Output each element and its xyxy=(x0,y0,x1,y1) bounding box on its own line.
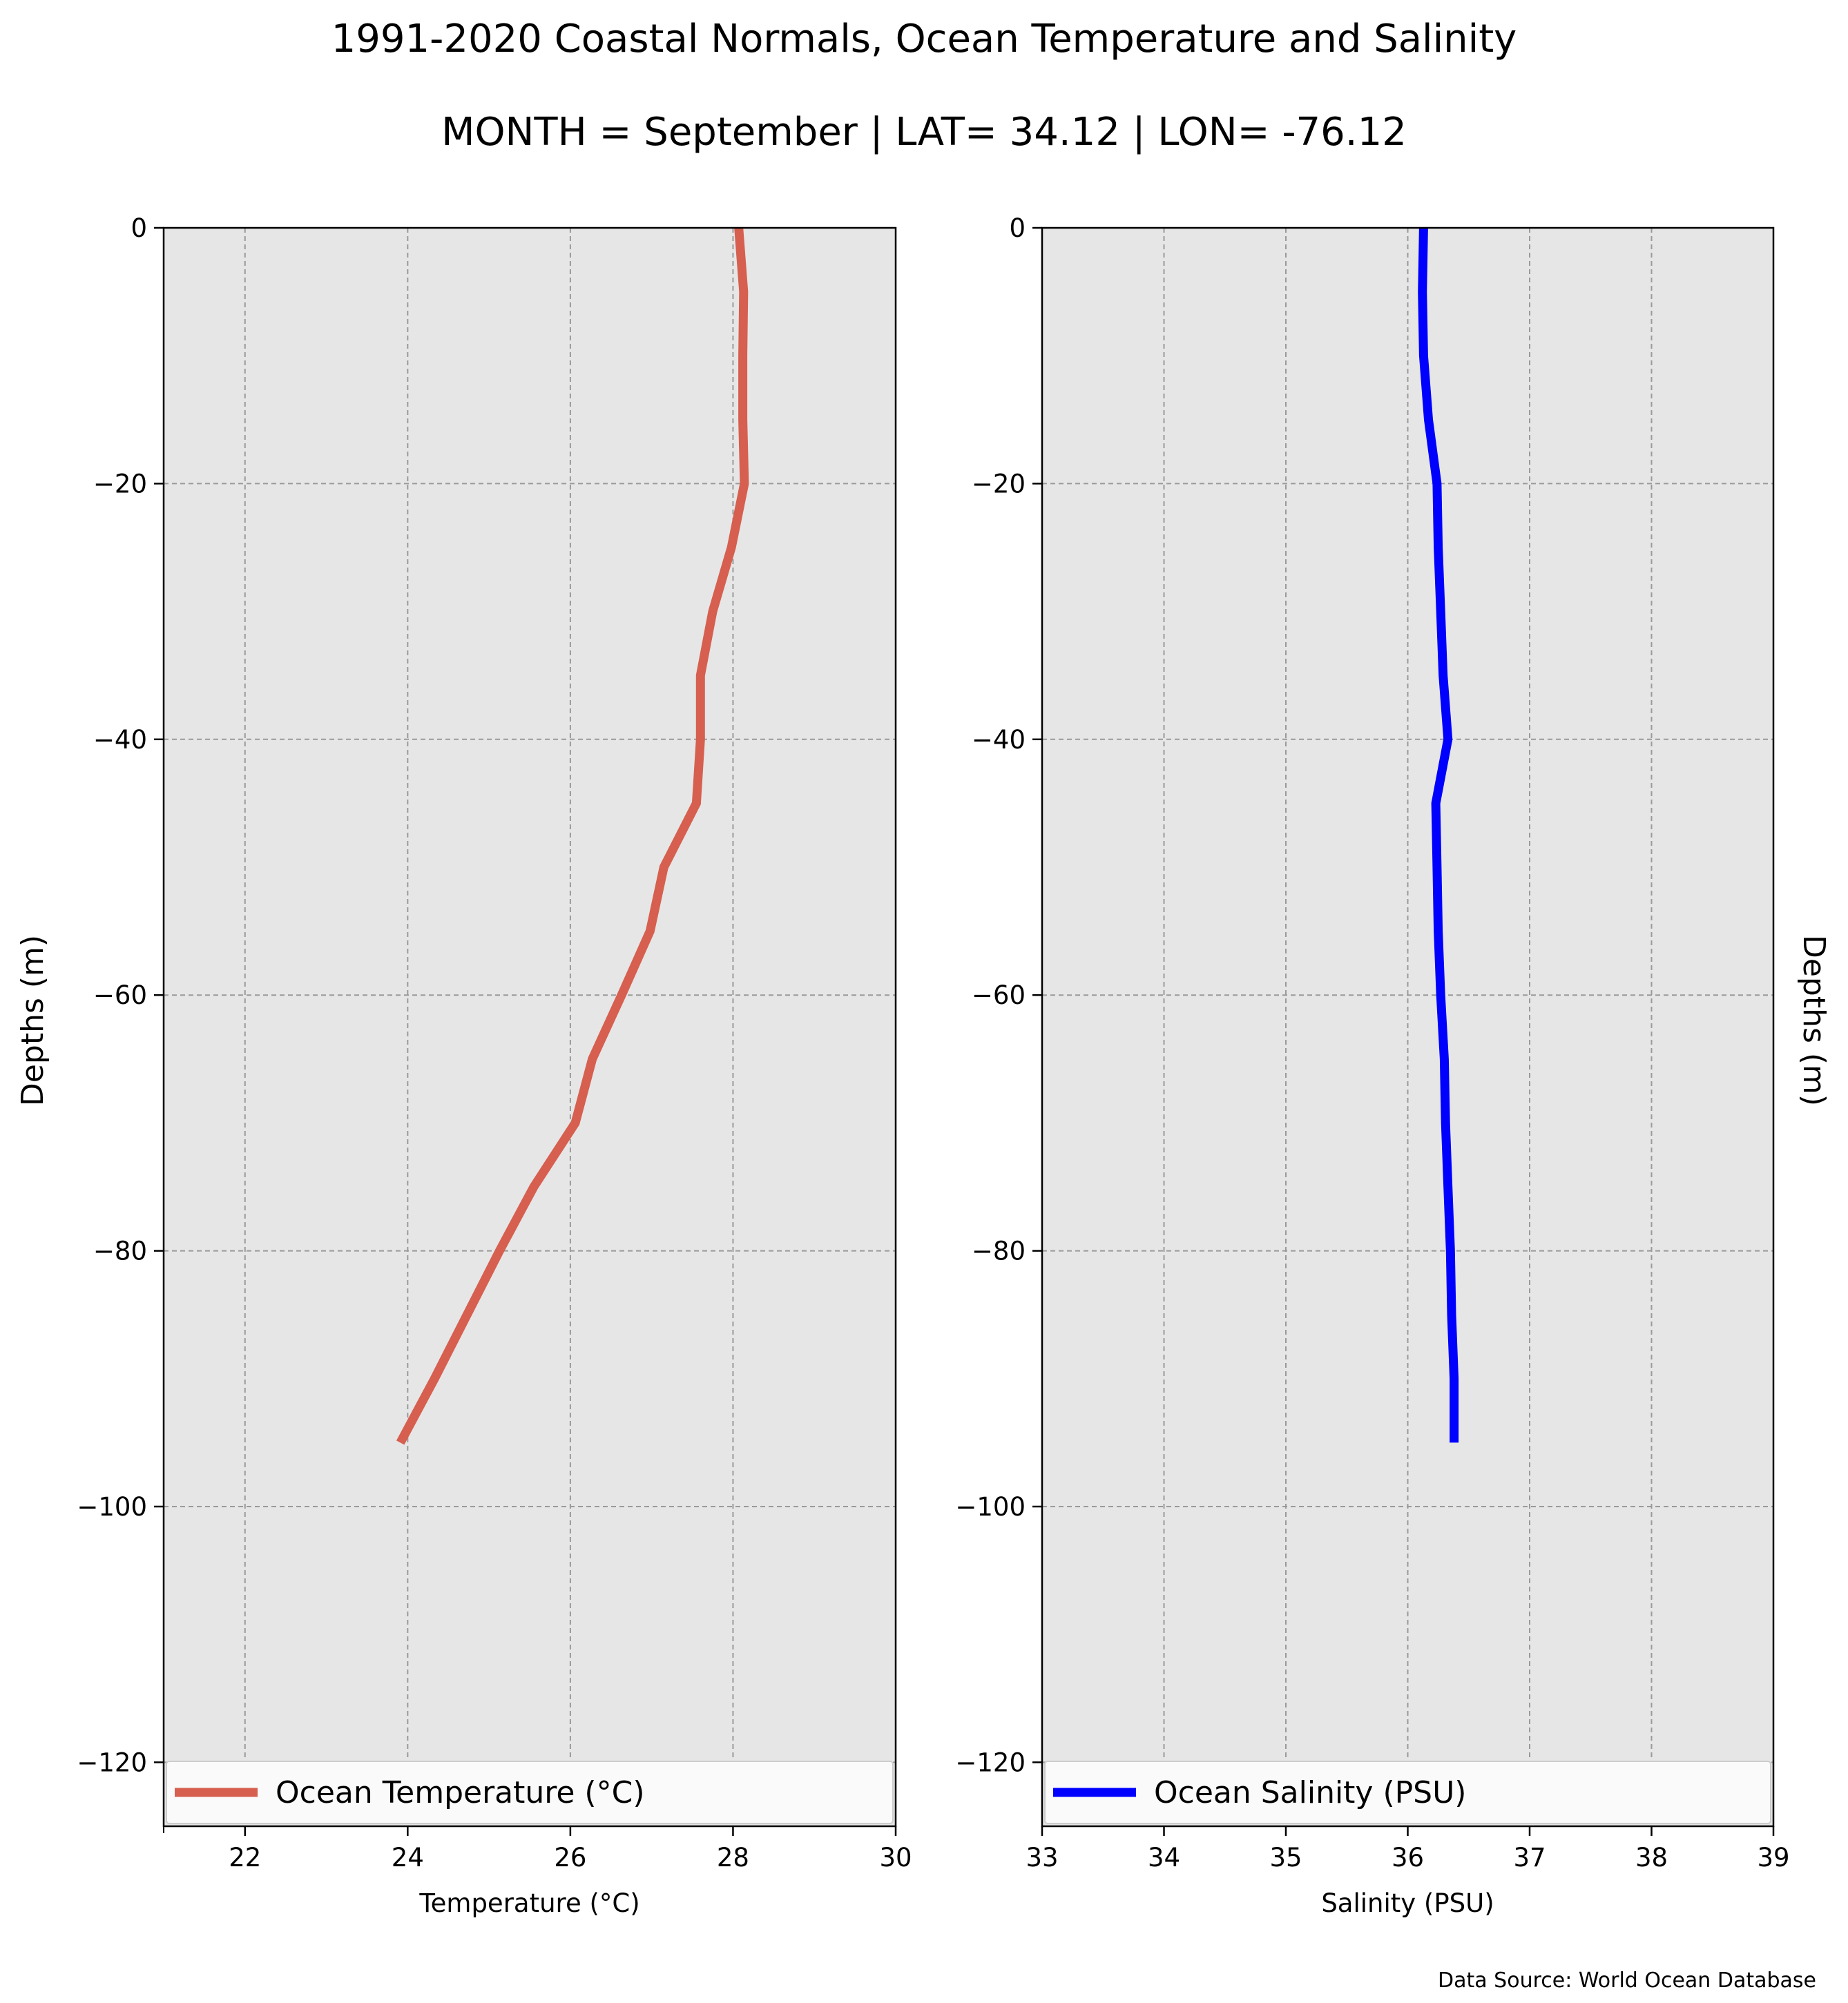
temperature-legend-box xyxy=(166,1761,894,1824)
salinity-profile-line xyxy=(1418,227,1459,1443)
salinity-y-tick-label: −100 xyxy=(955,1492,1026,1522)
data-source-note: Data Source: World Ocean Database xyxy=(1438,1968,1816,1993)
temperature-y-tick-label: −80 xyxy=(93,1237,147,1266)
temperature-y-ticks: 0 −20 −40 −60 −80 −100 −120 xyxy=(77,213,164,1777)
temperature-x-axis-label: Temperature (°C) xyxy=(418,1888,639,1918)
salinity-x-ticks: 33 34 35 36 37 38 39 xyxy=(1026,1826,1790,1873)
salinity-y-tick-label: −40 xyxy=(972,725,1026,755)
temperature-plot-background xyxy=(164,228,896,1826)
salinity-x-tick-label: 34 xyxy=(1148,1843,1180,1873)
temperature-x-ticks: 22 24 26 28 30 xyxy=(163,1826,912,1873)
salinity-x-tick-label: 36 xyxy=(1392,1843,1424,1873)
salinity-legend: Ocean Salinity (PSU) xyxy=(1044,1761,1771,1824)
temperature-y-tick-label: −60 xyxy=(93,980,147,1010)
salinity-x-axis-label: Salinity (PSU) xyxy=(1321,1888,1494,1918)
salinity-legend-label: Ocean Salinity (PSU) xyxy=(1154,1775,1466,1810)
salinity-y-tick-label: 0 xyxy=(1009,213,1026,243)
temperature-y-tick-label: −40 xyxy=(93,725,147,755)
salinity-x-tick-label: 39 xyxy=(1757,1843,1789,1873)
temperature-axes-frame xyxy=(162,226,897,1828)
salinity-panel: Ocean Salinity (PSU) 33 34 35 36 37 38 39 0 −20 −4… xyxy=(955,213,1789,1918)
chart-subtitle: MONTH = September | LAT= 34.12 | LON= -7… xyxy=(441,110,1407,155)
temperature-legend: Ocean Temperature (°C) xyxy=(166,1761,894,1824)
temperature-x-tick-label: 24 xyxy=(392,1843,424,1873)
temperature-y-tick-label: −100 xyxy=(77,1492,147,1522)
left-y-axis-label: Depths (m) xyxy=(15,935,50,1106)
temperature-panel: Ocean Temperature (°C) 22 24 26 28 30 0 −20 −40 −… xyxy=(77,213,912,1918)
salinity-x-tick-label: 35 xyxy=(1269,1843,1302,1873)
salinity-grid xyxy=(1042,228,1773,1826)
temperature-profile-line xyxy=(396,227,749,1445)
chart-title: 1991-2020 Coastal Normals, Ocean Tempera… xyxy=(331,17,1517,61)
salinity-legend-box xyxy=(1044,1761,1771,1824)
salinity-y-tick-label: −60 xyxy=(972,980,1026,1010)
temperature-x-tick-label: 30 xyxy=(879,1843,912,1873)
salinity-x-tick-label: 33 xyxy=(1026,1843,1058,1873)
temperature-y-tick-label: −120 xyxy=(77,1748,147,1777)
right-y-axis-label: Depths (m) xyxy=(1796,935,1831,1106)
temperature-x-tick-label: 26 xyxy=(554,1843,586,1873)
salinity-y-tick-label: −20 xyxy=(972,469,1026,499)
salinity-y-tick-label: −120 xyxy=(955,1748,1026,1777)
temperature-y-tick-label: −20 xyxy=(93,469,147,499)
salinity-x-tick-label: 38 xyxy=(1635,1843,1668,1873)
temperature-y-tick-label: 0 xyxy=(131,213,147,243)
salinity-x-tick-label: 37 xyxy=(1513,1843,1546,1873)
salinity-y-ticks: 0 −20 −40 −60 −80 −100 −120 xyxy=(955,213,1042,1777)
salinity-y-tick-label: −80 xyxy=(972,1237,1026,1266)
temperature-x-tick-label: 22 xyxy=(229,1843,261,1873)
temperature-legend-label: Ocean Temperature (°C) xyxy=(276,1775,645,1810)
temperature-x-tick-label: 28 xyxy=(717,1843,749,1873)
